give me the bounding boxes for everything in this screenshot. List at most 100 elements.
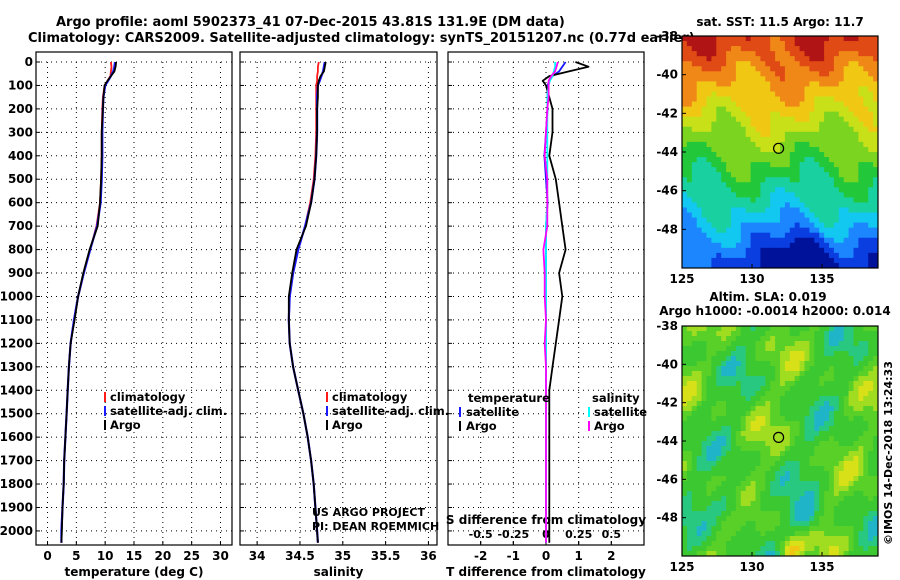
map-cell — [809, 91, 815, 97]
map-cell — [735, 546, 742, 552]
map-cell — [755, 421, 761, 427]
map-cell — [686, 416, 693, 422]
map-cell — [701, 121, 707, 128]
map-cell — [691, 486, 698, 492]
map-cell — [711, 411, 717, 417]
map-cell — [829, 476, 835, 482]
map-cell — [775, 237, 781, 244]
map-cell — [686, 96, 693, 102]
map-cell — [780, 131, 786, 138]
map-cell — [731, 257, 737, 264]
map-cell — [775, 551, 781, 557]
map-cell — [784, 111, 791, 118]
map-cell — [780, 162, 786, 168]
map-cell — [755, 336, 761, 342]
map-cell — [691, 242, 698, 249]
map-cell — [789, 252, 796, 259]
map-cell — [794, 167, 800, 173]
map-cell — [682, 446, 688, 452]
map-cell — [716, 496, 722, 502]
map-cell — [691, 346, 698, 352]
map-cell — [750, 167, 756, 173]
map-cell — [868, 456, 874, 462]
map-cell — [770, 162, 776, 168]
map-cell — [873, 162, 879, 168]
map-cell — [789, 167, 796, 173]
map-cell — [873, 56, 879, 62]
map-cell — [789, 346, 796, 352]
map-cell — [760, 202, 766, 208]
map-cell — [775, 207, 781, 213]
map-cell — [735, 217, 742, 224]
map-cell — [873, 326, 879, 332]
map-cell — [706, 172, 712, 178]
map-cell — [740, 461, 747, 467]
map-cell — [843, 351, 849, 357]
map-cell — [755, 466, 761, 472]
map-cell — [755, 177, 761, 183]
map-cell — [824, 141, 830, 148]
panel-frame — [447, 51, 645, 546]
map-cell — [780, 257, 786, 264]
imos-timestamp: ©IMOS 14-Dec-2018 13:24:33 — [882, 361, 895, 545]
map-cell — [686, 326, 693, 332]
map-cell — [706, 121, 712, 128]
map-cell — [853, 401, 859, 407]
map-cell — [814, 351, 820, 357]
map-cell — [701, 416, 707, 422]
map-cell — [789, 516, 796, 522]
map-cell — [833, 486, 840, 492]
map-cell — [686, 466, 693, 472]
map-cell — [721, 116, 727, 123]
map-cell — [843, 197, 849, 203]
map-cell — [775, 521, 781, 527]
map-cell — [686, 207, 693, 213]
map-cell — [853, 262, 859, 269]
map-cell — [848, 341, 854, 347]
map-cell — [696, 136, 702, 143]
map-cell — [686, 431, 693, 437]
map-cell — [809, 526, 815, 532]
map-cell — [858, 121, 864, 128]
map-cell — [765, 476, 771, 482]
map-cell — [804, 521, 810, 527]
map-cell — [765, 441, 771, 447]
map-cell — [760, 391, 766, 397]
map-cell — [726, 101, 732, 108]
map-cell — [838, 152, 845, 158]
map-cell — [745, 66, 751, 72]
map-cell — [740, 476, 747, 482]
map-cell — [691, 496, 698, 502]
map-cell — [721, 46, 727, 52]
map-cell — [809, 351, 815, 357]
map-cell — [873, 247, 879, 254]
y-tick-label: 1200 — [0, 336, 33, 350]
map-cell — [868, 406, 874, 412]
map-cell — [726, 401, 732, 407]
map-cell — [789, 431, 796, 437]
map-cell — [686, 126, 693, 133]
map-cell — [829, 426, 835, 432]
map-cell — [863, 222, 869, 229]
map-cell — [721, 141, 727, 148]
map-cell — [740, 551, 747, 557]
map-cell — [750, 56, 756, 62]
map-cell — [833, 51, 840, 57]
map-cell — [735, 81, 742, 87]
map-cell — [794, 461, 800, 467]
map-cell — [848, 476, 854, 482]
map-cell — [716, 252, 722, 259]
map-cell — [755, 331, 761, 337]
map-cell — [750, 207, 756, 213]
map-cell — [711, 247, 717, 254]
map-cell — [789, 46, 796, 52]
map-cell — [750, 411, 756, 417]
map-cell — [755, 376, 761, 382]
map-cell — [721, 56, 727, 62]
map-cell — [735, 476, 742, 482]
map-cell — [784, 386, 791, 392]
map-cell — [838, 141, 845, 148]
map-cell — [873, 126, 879, 133]
map-cell — [799, 51, 805, 57]
